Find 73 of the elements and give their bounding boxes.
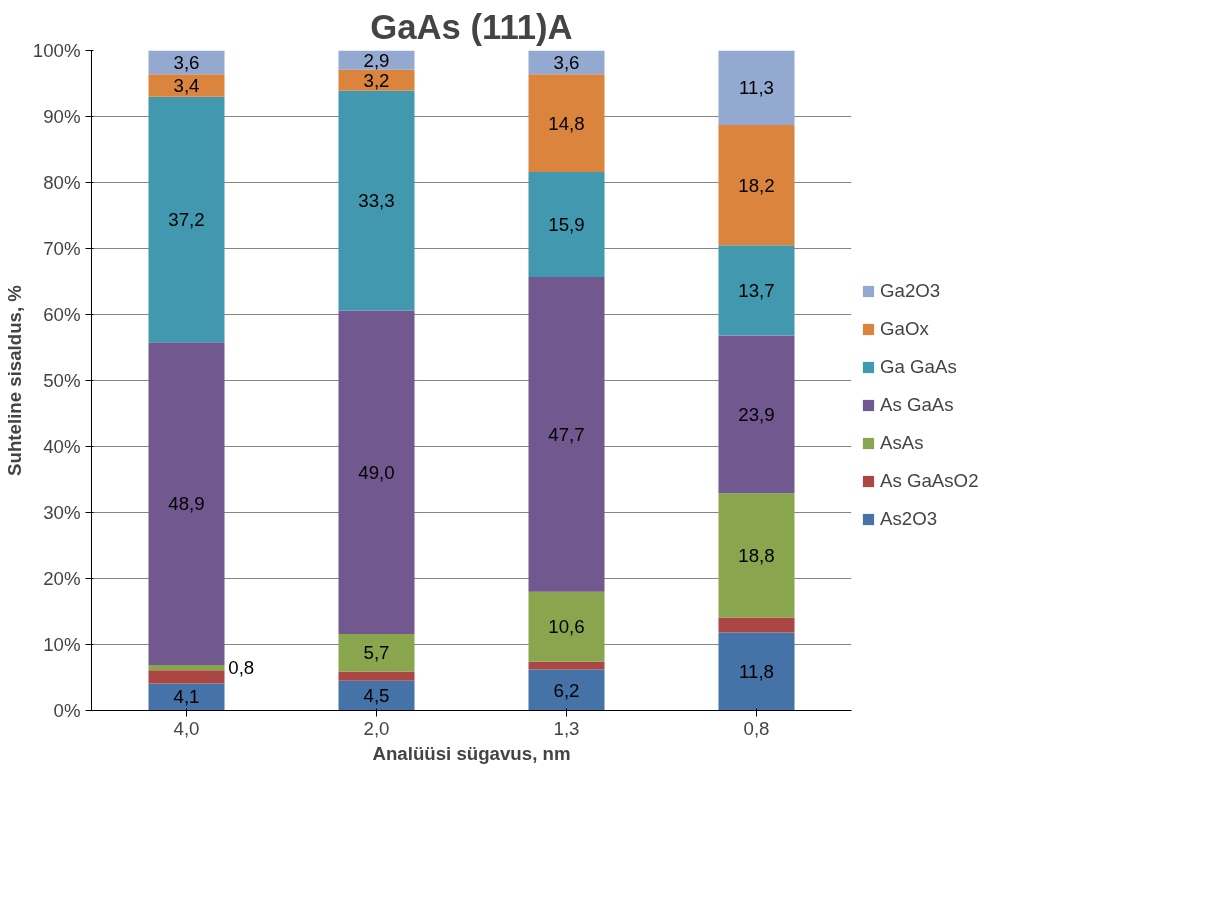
data-label: 0,8 [228,657,255,679]
bar [528,591,605,662]
data-label: 13,7 [738,279,775,301]
bar [148,342,225,665]
bar [528,74,605,172]
x-axis-title: Analüüsi sügavus, nm [372,742,571,764]
data-label: 11,3 [739,77,774,99]
data-label: 3,6 [173,51,200,73]
data-label: 4,5 [363,685,390,707]
y-axis-title: Suhteline sisaldus, % [3,284,25,476]
y-tick-label: 20% [43,568,81,589]
bar [338,310,415,634]
x-tick-label: 2,0 [363,717,390,739]
data-label: 4,1 [173,686,200,708]
data-label: 23,9 [738,403,775,425]
bar [148,74,225,97]
data-label: 37,2 [168,208,205,230]
y-tick-label: 90% [43,106,81,127]
x-tick-label: 1,3 [553,717,580,739]
y-tick-label: 80% [43,172,81,193]
data-label: 3,4 [173,74,200,96]
x-tick-label: 0,8 [743,717,770,739]
bar [148,683,225,711]
data-label: 18,2 [738,174,775,196]
bar [148,664,225,671]
bar [718,493,795,618]
bar [148,96,225,343]
y-tick-label: 50% [43,370,81,391]
chart-title: GaAs (111)A [370,7,573,46]
y-tick-label: 30% [43,502,81,523]
legend-label: As2O3 [880,508,938,530]
data-label: 2,9 [363,49,390,71]
data-label: 6,2 [553,679,580,701]
y-tick-label: 10% [43,634,81,655]
bar [718,245,795,336]
bar [528,661,605,670]
data-label: 15,9 [548,213,585,235]
bar [338,680,415,711]
y-tick-label: 70% [43,238,81,259]
bar [718,617,795,633]
legend-label: Ga GaAs [880,356,957,378]
bar [528,669,605,711]
bar [718,50,795,126]
legend-label: GaOx [880,318,929,340]
data-label: 3,2 [363,69,390,91]
y-tick-label: 60% [43,304,81,325]
bar [528,276,605,592]
y-tick-label: 40% [43,436,81,457]
data-label: 33,3 [358,190,395,212]
legend-label: Ga2O3 [880,280,941,302]
bar [148,670,225,684]
legend-label: As GaAs [880,394,954,416]
bar [528,171,605,277]
bar [338,671,415,681]
y-tick-label: 100% [32,40,81,61]
data-label: 10,6 [548,616,585,638]
data-label: 5,7 [363,642,390,664]
x-tick-label: 4,0 [173,717,200,739]
bar [338,633,415,672]
legend-label: AsAs [880,432,924,454]
data-label: 49,0 [358,461,395,483]
bar [718,632,795,711]
data-label: 3,6 [553,51,580,73]
bar [338,90,415,311]
data-label: 11,8 [739,661,774,683]
data-label: 48,9 [168,493,205,515]
legend-label: As GaAsO2 [880,470,979,492]
data-label: 47,7 [548,423,585,445]
y-tick-label: 0% [53,700,81,721]
data-label: 18,8 [738,544,775,566]
bar [718,335,795,494]
bar [718,125,795,246]
data-label: 14,8 [548,112,585,134]
